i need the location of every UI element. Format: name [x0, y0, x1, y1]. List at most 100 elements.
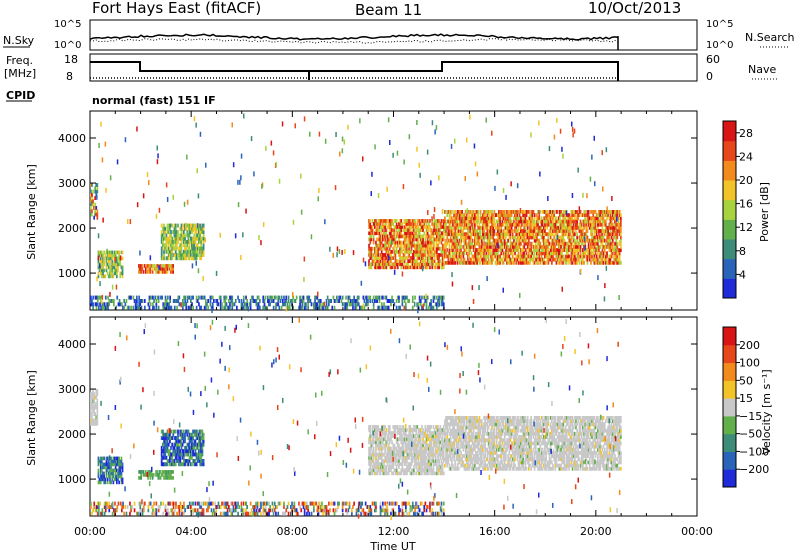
power-cell	[405, 306, 407, 310]
power-scatter-cell	[363, 258, 365, 263]
power-scatter-cell	[120, 255, 122, 260]
vel-cell	[122, 463, 124, 467]
power-cell	[231, 296, 233, 300]
power-cell	[226, 296, 228, 300]
power-cell	[142, 299, 144, 303]
power-scatter-cell	[273, 150, 275, 155]
power-cell	[207, 306, 209, 310]
power-cell	[128, 306, 130, 310]
power-cell	[408, 299, 410, 303]
power-scatter-cell	[339, 249, 341, 254]
power-cell	[177, 224, 179, 228]
power-cell	[352, 306, 354, 310]
power-scatter-cell	[517, 183, 519, 188]
power-scatter-cell	[586, 193, 588, 198]
power-scatter-cell	[572, 127, 574, 132]
power-cell	[91, 183, 93, 187]
power-scatter-cell	[619, 240, 621, 245]
power-scatter-cell	[611, 196, 613, 201]
power-cell	[436, 306, 438, 310]
power-cell	[123, 306, 125, 310]
power-cell	[259, 299, 261, 303]
power-scatter-cell	[173, 195, 175, 200]
power-scatter-cell	[537, 250, 539, 255]
power-scatter-cell	[245, 209, 247, 214]
vel-cell	[172, 476, 174, 480]
power-scatter-cell	[497, 243, 499, 248]
power-scatter-cell	[117, 159, 119, 164]
power-cell	[107, 306, 109, 310]
power-cell	[158, 306, 160, 310]
power-scatter-cell	[371, 172, 373, 177]
power-scatter-cell	[304, 257, 306, 262]
power-cell	[231, 306, 233, 310]
power-cell	[279, 306, 281, 310]
power-scatter-cell	[438, 175, 440, 180]
power-cell	[221, 302, 223, 306]
power-cell	[388, 306, 390, 310]
power-cell	[372, 247, 374, 251]
power-cell	[421, 296, 423, 300]
power-scatter-cell	[591, 155, 593, 160]
power-cell	[133, 306, 135, 310]
power-cell	[164, 227, 166, 231]
power-cell	[179, 296, 181, 300]
noise-panel: N.Sky 10^5 10^0 10^5 10^0 N.Search	[3, 19, 795, 51]
power-scatter-cell	[416, 147, 418, 152]
power-cell	[177, 230, 179, 234]
power-scatter-cell	[422, 304, 424, 309]
power-cell	[373, 306, 375, 310]
power-scatter-cell	[156, 214, 158, 219]
power-scatter-cell	[536, 236, 538, 241]
power-scatter-cell	[157, 146, 159, 151]
power-cell	[126, 299, 128, 303]
power-scatter-cell	[422, 266, 424, 271]
power-cell	[136, 296, 138, 300]
power-cell	[330, 299, 332, 303]
power-scatter-cell	[391, 240, 393, 245]
power-cell	[480, 210, 482, 214]
power-cell	[158, 296, 160, 300]
power-scatter-cell	[130, 219, 132, 224]
beam-label: Beam 11	[355, 1, 422, 19]
power-scatter-cell	[295, 123, 297, 128]
power-cell	[429, 219, 431, 223]
power-scatter-cell	[374, 144, 376, 149]
power-y-tick-label: 4000	[58, 132, 86, 145]
power-cell	[229, 306, 231, 310]
power-scatter-cell	[342, 148, 344, 153]
power-cell	[430, 299, 432, 303]
power-scatter-cell	[99, 263, 101, 268]
power-scatter-cell	[192, 263, 194, 268]
power-cell	[97, 183, 99, 187]
power-scatter-cell	[362, 156, 364, 161]
power-scatter-cell	[337, 246, 339, 251]
power-scatter-cell	[432, 120, 434, 125]
power-scatter-cell	[606, 206, 608, 211]
power-cell	[303, 296, 305, 300]
nsearch-label: N.Search	[745, 31, 795, 44]
power-scatter-cell	[539, 172, 541, 177]
power-scatter-cell	[434, 130, 436, 135]
power-cell	[220, 296, 222, 300]
power-scatter-cell	[556, 118, 558, 123]
power-scatter-cell	[318, 196, 320, 201]
power-scatter-cell	[205, 163, 207, 168]
power-cell	[443, 302, 445, 306]
power-scatter-cell	[507, 221, 509, 226]
power-scatter-cell	[451, 144, 453, 149]
vel-cell	[103, 472, 105, 476]
power-cell	[606, 251, 608, 255]
vel-cell	[203, 459, 205, 463]
power-scatter-cell	[363, 304, 365, 309]
power-scatter-cell	[143, 193, 145, 198]
power-cell	[307, 306, 309, 310]
vel-cell	[122, 478, 124, 482]
power-cell	[122, 251, 124, 255]
power-scatter-cell	[416, 302, 418, 307]
power-cell	[346, 306, 348, 310]
power-cell	[311, 302, 313, 306]
power-cell	[118, 251, 120, 255]
